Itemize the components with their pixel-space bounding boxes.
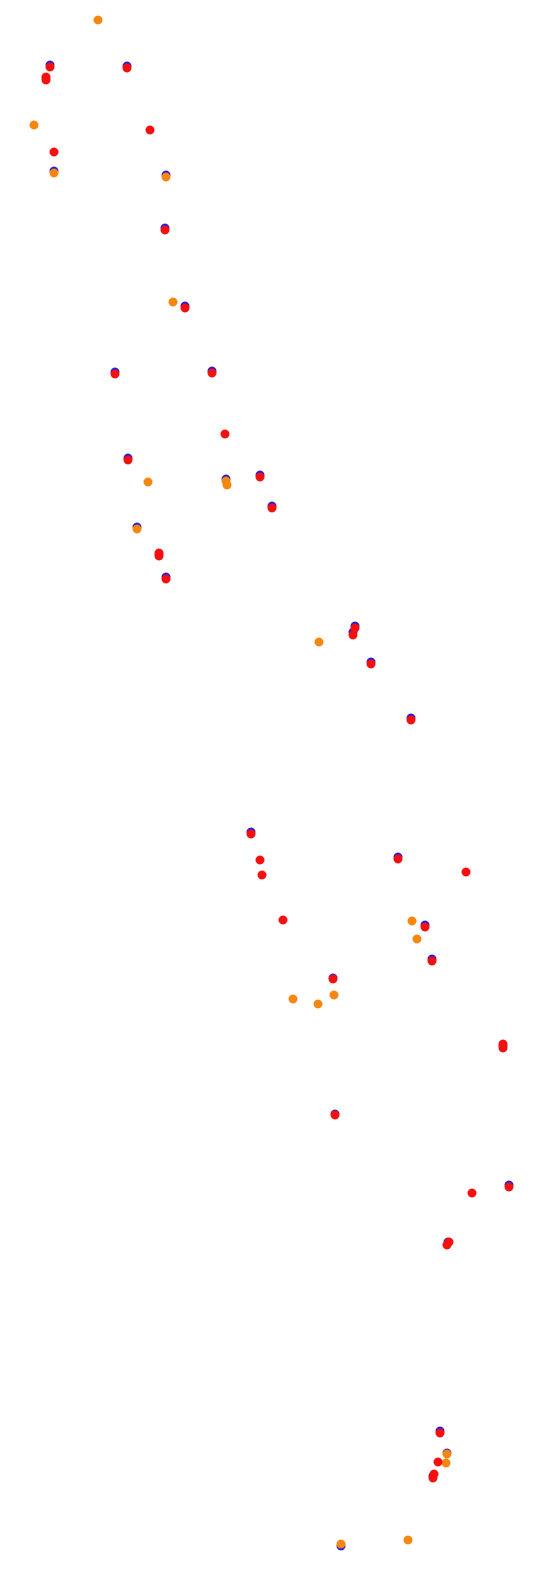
point: [255, 855, 265, 865]
point: [330, 1110, 340, 1120]
point: [393, 854, 403, 864]
point: [207, 368, 217, 378]
point: [441, 1458, 451, 1468]
point: [429, 1469, 439, 1479]
point: [467, 1188, 477, 1198]
point: [246, 829, 256, 839]
point: [180, 303, 190, 313]
point: [288, 994, 298, 1004]
point: [498, 1039, 508, 1049]
point: [220, 429, 230, 439]
point: [348, 630, 358, 640]
point: [313, 999, 323, 1009]
point: [420, 922, 430, 932]
point: [132, 524, 142, 534]
point: [93, 15, 103, 25]
point: [168, 297, 178, 307]
point: [122, 63, 132, 73]
point: [504, 1182, 514, 1192]
point: [267, 503, 277, 513]
point: [412, 934, 422, 944]
point: [435, 1428, 445, 1438]
point: [442, 1449, 452, 1459]
point: [350, 623, 360, 633]
point: [41, 72, 51, 82]
point: [461, 867, 471, 877]
point: [278, 915, 288, 925]
point: [221, 476, 231, 486]
point: [45, 62, 55, 72]
point: [143, 477, 153, 487]
point: [314, 637, 324, 647]
point: [123, 455, 133, 465]
point: [407, 916, 417, 926]
point: [154, 548, 164, 558]
point: [257, 870, 267, 880]
point: [427, 956, 437, 966]
point: [406, 715, 416, 725]
point: [161, 172, 171, 182]
point: [49, 168, 59, 178]
point: [160, 225, 170, 235]
point: [336, 1539, 346, 1549]
point: [110, 369, 120, 379]
point: [29, 120, 39, 130]
point: [161, 574, 171, 584]
point: [366, 659, 376, 669]
point: [433, 1457, 443, 1467]
point: [329, 990, 339, 1000]
point: [403, 1535, 413, 1545]
point: [328, 974, 338, 984]
point: [145, 125, 155, 135]
point: [444, 1237, 454, 1247]
point: [49, 147, 59, 157]
point: [255, 472, 265, 482]
